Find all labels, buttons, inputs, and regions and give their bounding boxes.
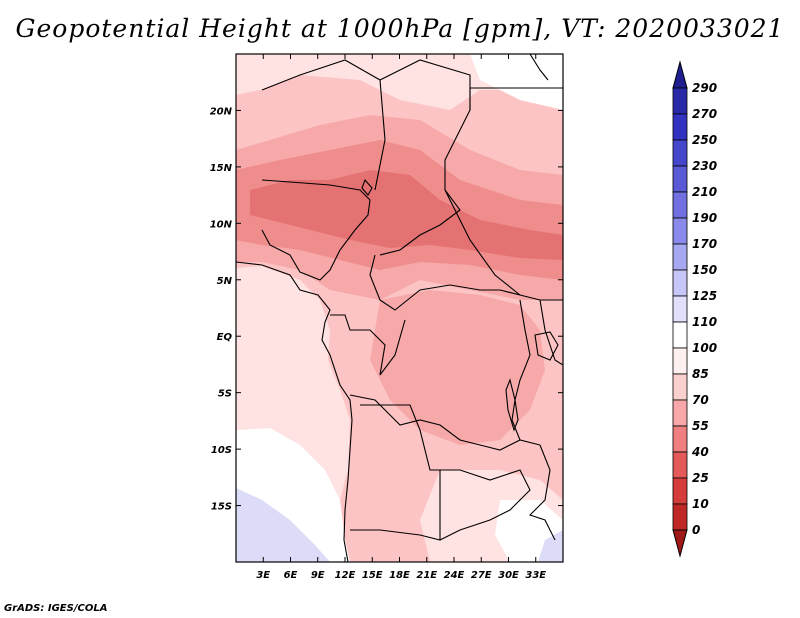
border-car [369,254,521,311]
coastline-west-africa [236,261,353,562]
y-tick-label: 20N [210,106,233,117]
colorbar-label: 210 [692,185,717,199]
y-tick-label: 5S [218,389,232,400]
border-east-africa [511,299,531,441]
y-axis: 20N 15N 10N 5N EQ 5S 10S 15S [210,106,563,513]
x-tick-label: 18E [389,570,410,581]
border-drc-south [349,394,541,451]
colorbar-label: 250 [692,133,717,147]
x-tick-label: 21E [416,570,437,581]
x-tick-label: 9E [311,570,325,581]
country-borders [236,54,563,562]
border-kenya-tanzania [539,299,563,366]
chart-title: Geopotential Height at 1000hPa [gpm], VT… [15,14,785,43]
colorbar-label: 25 [692,471,709,485]
colorbar-box [672,165,688,193]
colorbar-box [672,399,688,427]
colorbar-label: 190 [692,211,717,225]
field-congo-70 [370,290,545,445]
colorbar-label: 70 [692,393,709,407]
colorbar-label: 85 [692,367,709,381]
credit-text: GrADS: IGES/COLA [4,603,108,614]
y-tick-label: 10S [211,445,232,456]
border-sudan [469,87,563,110]
x-tick-label: 15E [362,570,383,581]
y-tick-label: EQ [217,332,233,343]
x-tick-label: 12E [335,570,356,581]
colorbar-label: 125 [692,289,717,303]
colorbar: 2902702502302101901701501251101008570554… [672,60,717,558]
colorbar-box [672,373,688,401]
colorbar-box [672,347,688,375]
colorbar-box [672,269,688,297]
lake-chad [361,178,373,196]
x-axis: 3E 6E 9E 12E 15E 18E 21E 24E 27E 30E 33E [256,54,546,581]
x-tick-label: 27E [471,570,492,581]
colorbar-label: 150 [692,263,717,277]
colorbar-box [672,295,688,323]
field-southeast-125 [538,530,563,562]
colorbar-label: 290 [692,81,717,95]
height-field-shading [236,54,563,562]
colorbar-box [672,217,688,245]
colorbar-label: 230 [692,159,717,173]
colorbar-box [672,191,688,219]
colorbar-label: 0 [692,523,700,537]
field-northeast-110 [470,54,563,110]
colorbar-label: 10 [692,497,709,511]
y-tick-label: 15S [211,502,232,513]
colorbar-box [672,451,688,479]
border-cameroon-congo [330,314,406,376]
colorbar-label: 100 [692,341,717,355]
colorbar-top-arrow [672,60,688,89]
colorbar-box [672,243,688,271]
x-tick-label: 3E [256,570,270,581]
y-tick-label: 5N [217,276,233,287]
colorbar-box [672,425,688,453]
colorbar-box [672,113,688,141]
colorbar-label: 270 [692,107,717,121]
y-tick-label: 15N [210,163,233,174]
colorbar-box [672,139,688,167]
border-nigeria [261,179,371,281]
colorbar-label: 110 [692,315,717,329]
colorbar-label: 55 [692,419,709,433]
colorbar-box [672,321,688,349]
colorbar-box [672,87,688,115]
x-tick-label: 6E [284,570,298,581]
field-sahel-40 [250,170,563,260]
colorbar-box [672,477,688,505]
border-zambia [439,469,531,541]
colorbar-bottom-arrow [672,529,688,558]
x-tick-label: 30E [498,570,519,581]
border-nile [529,54,549,81]
y-tick-label: 10N [210,219,233,230]
colorbar-label: 170 [692,237,717,251]
border-mozambique [528,444,556,541]
field-ocean-125 [236,488,330,562]
border-south-sudan [444,189,563,301]
lake-victoria [534,331,559,361]
x-tick-label: 33E [525,570,546,581]
x-tick-label: 24E [444,570,465,581]
colorbar-box [672,503,688,531]
lake-tanganyika [505,378,519,432]
colorbar-label: 40 [691,445,709,459]
